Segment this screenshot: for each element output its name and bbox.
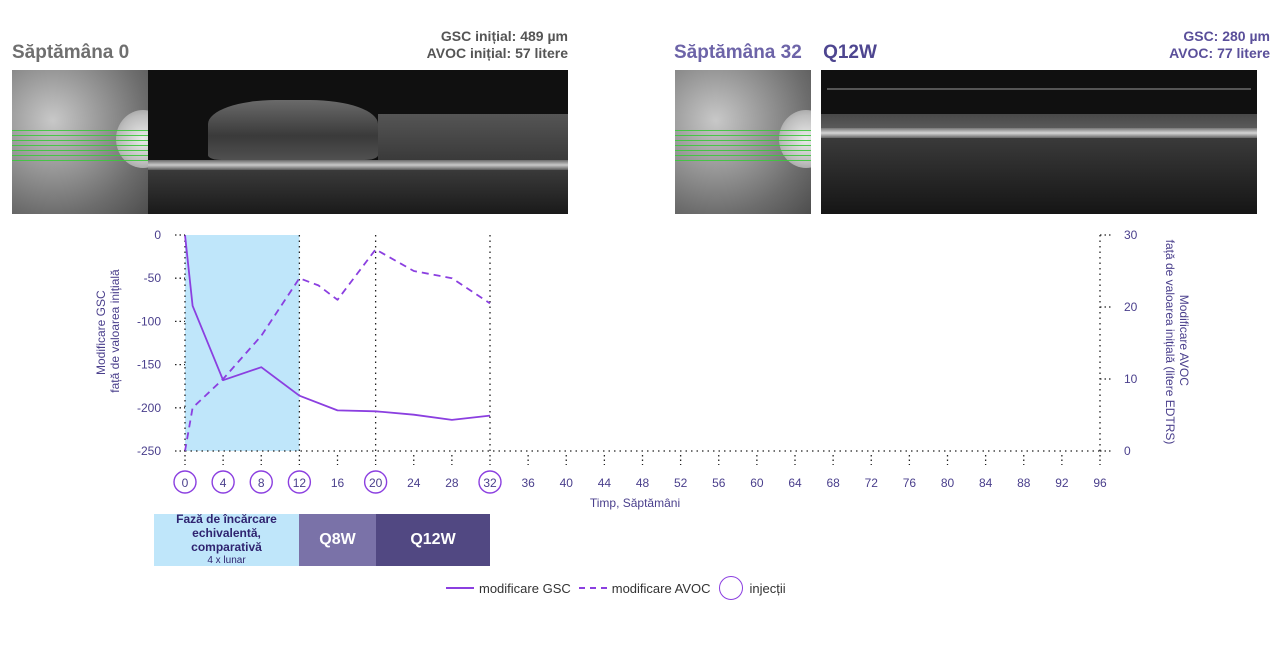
y-axis-ticks: 0 -50 -100 -150 -200 -250 30 20 10 0 bbox=[137, 228, 1138, 458]
scan-lines bbox=[12, 130, 148, 164]
y-left-tick-label: 0 bbox=[154, 228, 161, 242]
injection-circle-week-0 bbox=[173, 470, 197, 494]
legend-item-injections: injecții bbox=[718, 576, 786, 600]
series-line-avoc bbox=[184, 248, 491, 452]
right-panel-title: Săptămâna 32 Q12W bbox=[674, 42, 877, 64]
right-gsc: GSC: 280 µm bbox=[1183, 28, 1270, 44]
left-panel-title-text: Săptămâna 0 bbox=[12, 42, 130, 63]
x-tick-label: 32 bbox=[483, 476, 497, 490]
x-tick-label: 40 bbox=[560, 476, 574, 490]
x-tick-label: 48 bbox=[636, 476, 650, 490]
y-right-label-line2: față de valoarea inițială (litere EDTRS) bbox=[1163, 240, 1177, 445]
x-tick-label: 12 bbox=[293, 476, 307, 490]
right-avoc: AVOC: 77 litere bbox=[1169, 45, 1270, 61]
y-axis-left-label: Modificare GSC față de valoarea inițială bbox=[94, 269, 122, 393]
right-oct-rpe bbox=[821, 128, 1257, 138]
right-oct-choroid bbox=[821, 138, 1257, 214]
right-oct-scan bbox=[821, 70, 1257, 214]
x-tick-label: 24 bbox=[407, 476, 421, 490]
x-tick-label: 84 bbox=[979, 476, 993, 490]
phase-q12w: Q12W bbox=[376, 514, 490, 566]
y-right-tick-label: 20 bbox=[1124, 300, 1138, 314]
right-fundus-image bbox=[675, 70, 811, 214]
phase-q12w-label: Q12W bbox=[410, 531, 456, 548]
chart-axes bbox=[184, 235, 1101, 452]
x-tick-label: 80 bbox=[941, 476, 955, 490]
phase-q8w-label: Q8W bbox=[319, 531, 356, 548]
left-oct-retina bbox=[378, 114, 568, 160]
injection-circle-week-8 bbox=[249, 470, 273, 494]
x-tick-label: 52 bbox=[674, 476, 688, 490]
chart-series bbox=[184, 234, 491, 452]
right-panel-regimen: Q12W bbox=[823, 42, 877, 63]
legend-dashed-line-icon bbox=[578, 587, 607, 589]
legend-item-gsc: modificare GSC bbox=[446, 581, 571, 596]
x-tick-label: 92 bbox=[1055, 476, 1069, 490]
right-oct-vitreous-line bbox=[827, 88, 1251, 90]
y-right-tick-label: 10 bbox=[1124, 372, 1138, 386]
y-right-tick-label: 0 bbox=[1124, 444, 1131, 458]
x-tick-label: 4 bbox=[220, 476, 227, 490]
phase-loading-label: Fază de încărcare echivalentă, comparati… bbox=[176, 512, 277, 554]
right-oct-retina bbox=[821, 114, 1257, 128]
left-oct-scan bbox=[148, 70, 568, 214]
x-tick-label: 36 bbox=[521, 476, 535, 490]
y-left-label-line1: Modificare GSC bbox=[94, 290, 108, 375]
left-panel-stats: GSC inițial: 489 µm AVOC inițial: 57 lit… bbox=[427, 28, 568, 62]
legend-label-avoc: modificare AVOC bbox=[611, 580, 711, 596]
loading-phase-band bbox=[185, 235, 300, 451]
y-left-tick-label: -200 bbox=[137, 401, 161, 415]
injection-circle-week-12 bbox=[287, 470, 312, 494]
series-line-gsc bbox=[184, 234, 491, 421]
right-panel-title-text: Săptămâna 32 bbox=[674, 42, 802, 63]
legend-injection-circle-icon bbox=[718, 576, 743, 600]
y-left-tick-label: -150 bbox=[137, 358, 161, 372]
x-tick-label: 76 bbox=[903, 476, 917, 490]
phase-loading: Fază de încărcare echivalentă, comparati… bbox=[154, 512, 299, 566]
y-axis-right-label: Modificare AVOC față de valoarea inițial… bbox=[1163, 240, 1191, 445]
x-tick-label: 56 bbox=[712, 476, 726, 490]
x-tick-label: 88 bbox=[1017, 476, 1031, 490]
x-tick-label: 60 bbox=[750, 476, 764, 490]
x-tick-label: 20 bbox=[369, 476, 383, 490]
y-left-tick-label: -250 bbox=[137, 444, 161, 458]
x-axis-ticks: 0 4 8 12 16 20 24 28 32 36 40 44 48 52 56 60 64 68 72 76 80 8… bbox=[173, 455, 1107, 494]
scan-lines bbox=[675, 130, 811, 164]
x-tick-label: 0 bbox=[182, 476, 189, 490]
phase-loading-note: 4 x lunar bbox=[207, 555, 246, 566]
left-oct-fluid bbox=[208, 100, 378, 160]
legend-label-gsc: modificare GSC bbox=[479, 580, 571, 596]
x-tick-label: 72 bbox=[865, 476, 879, 490]
x-axis-label: Timp, Săptămâni bbox=[590, 496, 680, 510]
y-left-label-line2: față de valoarea inițială bbox=[108, 269, 122, 393]
phase-q8w: Q8W bbox=[299, 514, 376, 566]
injection-circle-week-32 bbox=[478, 470, 502, 494]
x-tick-label: 28 bbox=[445, 476, 459, 490]
injection-circle-week-20 bbox=[363, 470, 388, 494]
y-right-tick-label: 30 bbox=[1124, 228, 1138, 242]
left-panel-title: Săptămâna 0 bbox=[12, 42, 129, 64]
right-panel-stats: GSC: 280 µm AVOC: 77 litere bbox=[1169, 28, 1270, 62]
x-tick-label: 64 bbox=[788, 476, 802, 490]
x-tick-label: 96 bbox=[1093, 476, 1107, 490]
legend-item-avoc: modificare AVOC bbox=[578, 580, 711, 596]
legend-solid-line-icon bbox=[446, 587, 474, 589]
legend-label-injections: injecții bbox=[749, 580, 786, 596]
y-right-label-line1: Modificare AVOC bbox=[1177, 295, 1191, 386]
x-tick-label: 8 bbox=[258, 476, 265, 490]
left-oct-rpe bbox=[148, 160, 568, 170]
injection-circle-week-4 bbox=[211, 470, 235, 494]
x-tick-label: 44 bbox=[598, 476, 612, 490]
left-fundus-image bbox=[12, 70, 148, 214]
left-oct-choroid bbox=[148, 170, 568, 214]
y-left-tick-label: -100 bbox=[137, 314, 161, 328]
legend: modificare GSC modificare AVOC injecții bbox=[446, 576, 794, 600]
left-baseline-gsc: GSC inițial: 489 µm bbox=[440, 28, 568, 44]
x-tick-label: 68 bbox=[826, 476, 840, 490]
y-left-tick-label: -50 bbox=[144, 271, 162, 285]
left-baseline-avoc: AVOC inițial: 57 litere bbox=[426, 45, 568, 61]
x-tick-label: 16 bbox=[331, 476, 345, 490]
